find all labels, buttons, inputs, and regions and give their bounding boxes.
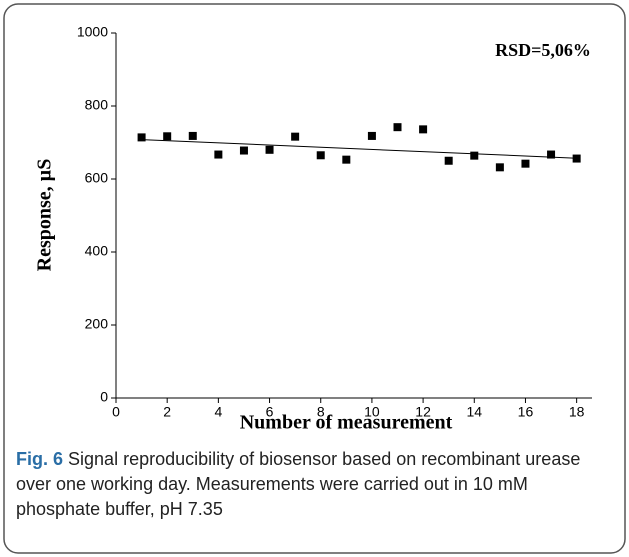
point xyxy=(521,159,530,168)
point xyxy=(342,155,351,164)
point xyxy=(419,125,428,134)
point xyxy=(495,163,504,172)
caption-text: Signal reproducibility of biosensor base… xyxy=(16,449,581,519)
y-tick-label: 800 xyxy=(85,97,109,113)
point xyxy=(188,131,197,140)
fit-line xyxy=(141,139,577,159)
y-tick-label: 400 xyxy=(85,243,109,259)
x-tick-label: 14 xyxy=(466,404,482,420)
x-tick-label: 18 xyxy=(569,404,585,420)
point xyxy=(291,132,300,141)
y-tick-label: 1000 xyxy=(77,24,108,40)
x-tick-label: 16 xyxy=(518,404,534,420)
point xyxy=(137,133,146,142)
x-tick-label: 10 xyxy=(364,404,380,420)
caption: Fig. 6 Signal reproducibility of biosens… xyxy=(16,447,586,522)
x-tick-label: 2 xyxy=(163,404,171,420)
point xyxy=(316,151,325,160)
point xyxy=(265,145,274,154)
y-tick-label: 200 xyxy=(85,316,109,332)
annotation: RSD=5,06% xyxy=(495,40,591,60)
x-tick-label: 4 xyxy=(214,404,222,420)
point xyxy=(572,154,581,163)
y-tick-label: 600 xyxy=(85,170,109,186)
y-tick-label: 0 xyxy=(100,389,108,405)
x-tick-label: 0 xyxy=(112,404,120,420)
x-tick-label: 6 xyxy=(266,404,274,420)
point xyxy=(444,156,453,165)
point xyxy=(393,123,402,132)
x-tick-label: 12 xyxy=(415,404,431,420)
point xyxy=(470,151,479,160)
point xyxy=(367,131,376,140)
x-axis-label: Number of measurement xyxy=(240,412,453,434)
x-tick-label: 8 xyxy=(317,404,325,420)
point xyxy=(239,146,248,155)
y-axis-label: Response, µS xyxy=(34,159,56,272)
point xyxy=(214,150,223,159)
point xyxy=(547,150,556,159)
frame xyxy=(3,3,626,554)
point xyxy=(163,132,172,141)
caption-label: Fig. 6 xyxy=(16,449,64,469)
